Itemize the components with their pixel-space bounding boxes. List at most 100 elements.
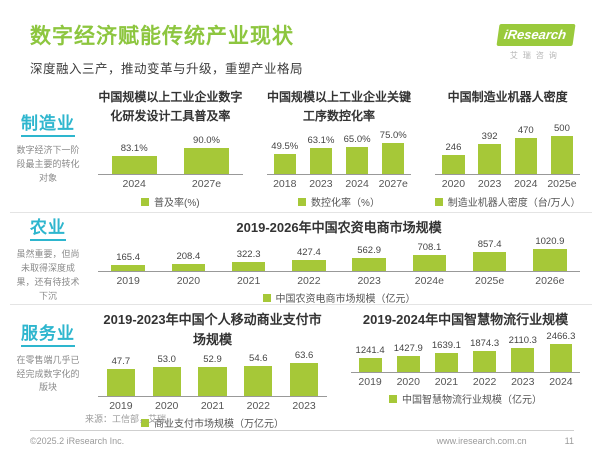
bar xyxy=(550,136,574,174)
chart-legend: 商业支付市场规模（万亿元） xyxy=(90,412,335,431)
x-tick-label: 2026e xyxy=(535,275,565,288)
bar-cell: 246 xyxy=(435,142,471,174)
section-description: 在零售端几乎已经完成数字化的版块 xyxy=(16,354,80,393)
sidebar-services: 服务业在零售端几乎已经完成数字化的版块 xyxy=(10,305,86,409)
bar-cell: 90.0% xyxy=(170,135,242,174)
section-label-manufacturing: 制造业 xyxy=(21,109,75,138)
sidebar-manufacturing: 制造业数字经济下一阶段最主要的转化对象 xyxy=(10,83,86,212)
bar-value-label: 90.0% xyxy=(193,135,220,146)
x-tick-label: 2023 xyxy=(477,178,502,190)
section-charts: 2019-2026年中国农资电商市场规模 165.4 208.4 322.3 427.4… xyxy=(86,213,592,305)
bar-value-label: 63.1% xyxy=(307,135,335,146)
bar xyxy=(346,147,368,174)
x-axis-labels: 2019 2020 2021 2022 2023 2024e 2025e 2026e xyxy=(98,272,580,287)
copyright-text: ©2025.2 iResearch Inc. xyxy=(30,436,125,446)
bar xyxy=(442,155,465,174)
x-tick-label: 2023 xyxy=(309,178,333,190)
x-tick-label: 2022 xyxy=(472,375,497,388)
bar-cell: 52.9 xyxy=(190,354,236,397)
bar-value-label: 857.4 xyxy=(477,239,502,251)
bar-value-label: 49.5% xyxy=(271,141,299,152)
x-tick-label: 2019 xyxy=(358,375,382,388)
x-tick-label: 2024 xyxy=(345,178,369,190)
bar xyxy=(184,148,229,174)
section-label-agriculture: 农业 xyxy=(30,213,66,242)
footer-right: www.iresearch.com.cn 11 xyxy=(437,436,574,446)
section-label-services: 服务业 xyxy=(21,319,75,347)
x-axis-labels: 2019 2020 2021 2022 2023 xyxy=(98,397,327,412)
bar-value-label: 2466.3 xyxy=(546,330,576,342)
bar-cell: 1427.9 xyxy=(389,343,427,372)
bar-value-label: 562.9 xyxy=(357,245,382,257)
legend-label: 普及率(%) xyxy=(154,198,200,209)
bar xyxy=(533,249,567,272)
x-tick-label: 2023 xyxy=(357,275,381,288)
x-axis-labels: 2018 2023 2024 2027e xyxy=(267,175,412,191)
bar-cell: 1020.9 xyxy=(520,236,580,272)
chart-title: 2019-2024年中国智慧物流行业规模 xyxy=(362,312,569,327)
chart-title: 中国制造业机器人密度 xyxy=(447,90,568,104)
section-charts: 2019-2023年中国个人移动商业支付市场规模 47.7 53.0 52.9 54.6… xyxy=(86,305,592,430)
chart-title: 中国规模以上工业企业数字化研发设计工具普及率 xyxy=(98,90,243,123)
bar-cell: 75.0% xyxy=(375,130,411,174)
bar-cell: 322.3 xyxy=(219,249,279,272)
bar-cell: 83.1% xyxy=(98,143,170,174)
chart-legend: 普及率(%) xyxy=(90,191,251,209)
x-tick-label: 2021 xyxy=(236,275,261,288)
bar xyxy=(310,148,332,174)
legend-label: 中国智慧物流行业规模（亿元） xyxy=(402,395,542,406)
footer: ©2025.2 iResearch Inc. www.iresearch.com… xyxy=(30,430,574,446)
bar-cell: 470 xyxy=(508,125,544,174)
x-tick-label: 2020 xyxy=(441,178,466,190)
legend-swatch xyxy=(434,197,443,206)
header: 数字经济赋能传统产业现状 深度融入三产，推动变革与升级，重塑产业格局 iRese… xyxy=(0,0,600,77)
bar-cell: 165.4 xyxy=(98,252,158,272)
bar-cell: 47.7 xyxy=(98,356,144,397)
bar-chart-4: 2019-2023年中国个人移动商业支付市场规模 47.7 53.0 52.9 54.6… xyxy=(86,305,339,430)
bar-value-label: 427.4 xyxy=(296,247,321,259)
bar-cell: 63.1% xyxy=(303,135,339,174)
bar-chart-0: 中国规模以上工业企业数字化研发设计工具普及率 83.1% 90.0% 2024 2027… xyxy=(86,83,255,212)
x-tick-label: 2023 xyxy=(511,375,535,388)
bar-value-label: 708.1 xyxy=(417,242,442,254)
bar-cell: 1241.4 xyxy=(351,345,389,372)
x-tick-label: 2019 xyxy=(109,400,133,413)
bar-value-label: 63.6 xyxy=(294,350,314,362)
page-subtitle: 深度融入三产，推动变革与升级，重塑产业格局 xyxy=(30,62,304,76)
page-title: 数字经济赋能传统产业现状 xyxy=(30,25,294,48)
bar xyxy=(273,154,296,174)
legend-label: 数控化率（%） xyxy=(311,198,380,209)
bar-cell: 392 xyxy=(472,131,508,174)
x-tick-label: 2024e xyxy=(414,275,444,288)
chart-title: 2019-2026年中国农资电商市场规模 xyxy=(236,220,442,235)
x-axis-labels: 2024 2027e xyxy=(98,175,243,191)
x-tick-label: 2019 xyxy=(116,275,140,288)
x-tick-label: 2024 xyxy=(122,178,146,190)
plot-area: 1241.4 1427.9 1639.1 1874.3 2110.3 2466.3 xyxy=(351,330,580,373)
chart-title: 中国规模以上工业企业关键工序数控化率 xyxy=(267,90,412,123)
legend-label: 商业支付市场规模（万亿元） xyxy=(154,419,284,431)
chart-legend: 中国智慧物流行业规模（亿元） xyxy=(343,388,588,406)
bar xyxy=(106,369,136,397)
bar-chart-5: 2019-2024年中国智慧物流行业规模 1241.4 1427.9 1639.1 18… xyxy=(339,305,592,409)
bar-cell: 63.6 xyxy=(281,350,327,397)
bar xyxy=(111,156,157,174)
legend-label: 制造业机器人密度（台/万人） xyxy=(447,198,581,209)
x-tick-label: 2020 xyxy=(176,275,201,288)
bar xyxy=(478,144,501,174)
bar-value-label: 1427.9 xyxy=(393,342,423,354)
chart-title: 2019-2023年中国个人移动商业支付市场规模 xyxy=(103,312,322,348)
bar-value-label: 470 xyxy=(517,125,534,136)
bar xyxy=(244,366,273,397)
section-charts: 中国规模以上工业企业数字化研发设计工具普及率 83.1% 90.0% 2024 2027… xyxy=(86,83,592,212)
bar-cell: 49.5% xyxy=(267,141,303,174)
section-description: 数字经济下一阶段最主要的转化对象 xyxy=(16,145,80,183)
bar-cell: 562.9 xyxy=(339,245,399,272)
bar-cell: 1639.1 xyxy=(427,340,465,372)
legend-swatch xyxy=(389,394,397,403)
bar xyxy=(434,352,458,372)
plot-area: 47.7 53.0 52.9 54.6 63.6 xyxy=(98,350,327,398)
bar xyxy=(473,350,497,372)
plot-area: 246 392 470 500 xyxy=(435,123,581,175)
x-tick-label: 2027e xyxy=(378,178,408,190)
